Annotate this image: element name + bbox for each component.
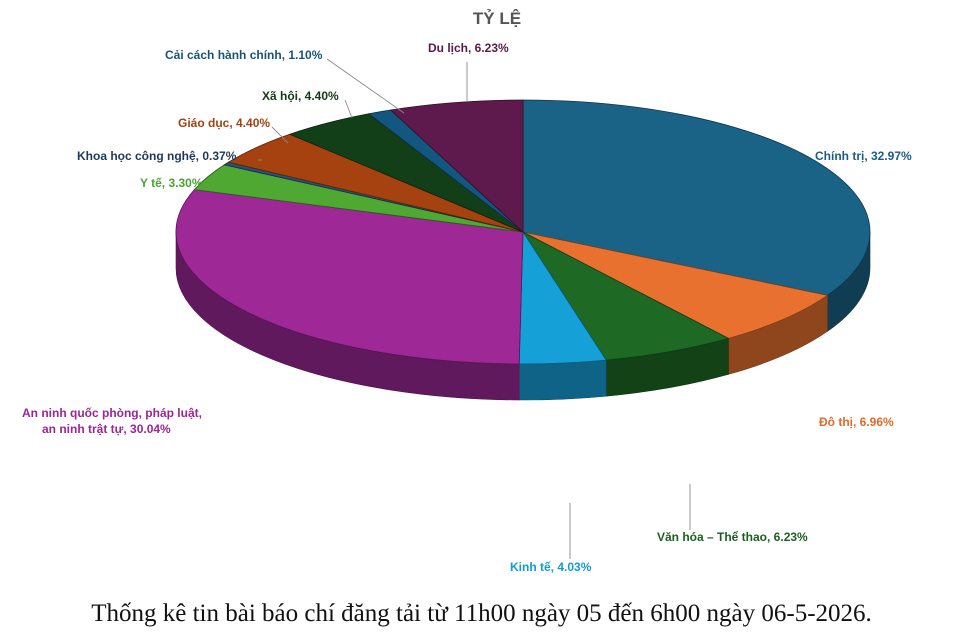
data-label-van-hoa-the-thao: Văn hóa – Thể thao, 6.23% — [657, 530, 808, 544]
data-label-cai-cach-hanh-chinh: Cải cách hành chính, 1.10% — [165, 48, 323, 62]
slice-side-kinh-te — [518, 359, 607, 401]
chart-title: TỶ LỆ — [473, 9, 521, 28]
data-label-du-lich: Du lịch, 6.23% — [428, 41, 509, 55]
slice-chinh-tri — [522, 99, 871, 296]
chart-caption: Thống kê tin bài báo chí đăng tải từ 11h… — [91, 600, 872, 627]
data-label-do-thi: Đô thị, 6.96% — [819, 415, 894, 429]
data-label-kinh-te: Kinh tế, 4.03% — [510, 560, 592, 574]
data-label-khoa-hoc-cong-nghe: Khoa học công nghệ, 0.37% — [77, 149, 237, 163]
slice-van-hoa-the-thao — [521, 230, 730, 361]
leader-line-giao-duc — [271, 126, 289, 144]
data-label-an-ninh-quoc-phong-phap-luat-an-ninh-trat-tu: An ninh quốc phòng, pháp luật, an ninh tr… — [22, 406, 202, 436]
slice-an-ninh-quoc-phong-phap-luat-an-ninh-trat-tu — [175, 189, 524, 365]
pie-chart: TỶ LỆ Chính trị, 32.97% Đô thị, 6.96% Văn … — [22, 9, 912, 574]
data-label-chinh-tri: Chính trị, 32.97% — [815, 149, 912, 163]
slice-do-thi — [522, 231, 829, 339]
data-label-xa-hoi: Xã hội, 4.40% — [262, 89, 339, 103]
leader-line-cai-cach-hanh-chinh — [326, 58, 405, 114]
data-label-y-te: Y tế, 3.30% — [140, 176, 203, 190]
data-label-giao-duc: Giáo dục, 4.40% — [178, 116, 270, 130]
slice-du-lich — [389, 99, 524, 233]
leader-line-xa-hoi — [344, 99, 353, 119]
